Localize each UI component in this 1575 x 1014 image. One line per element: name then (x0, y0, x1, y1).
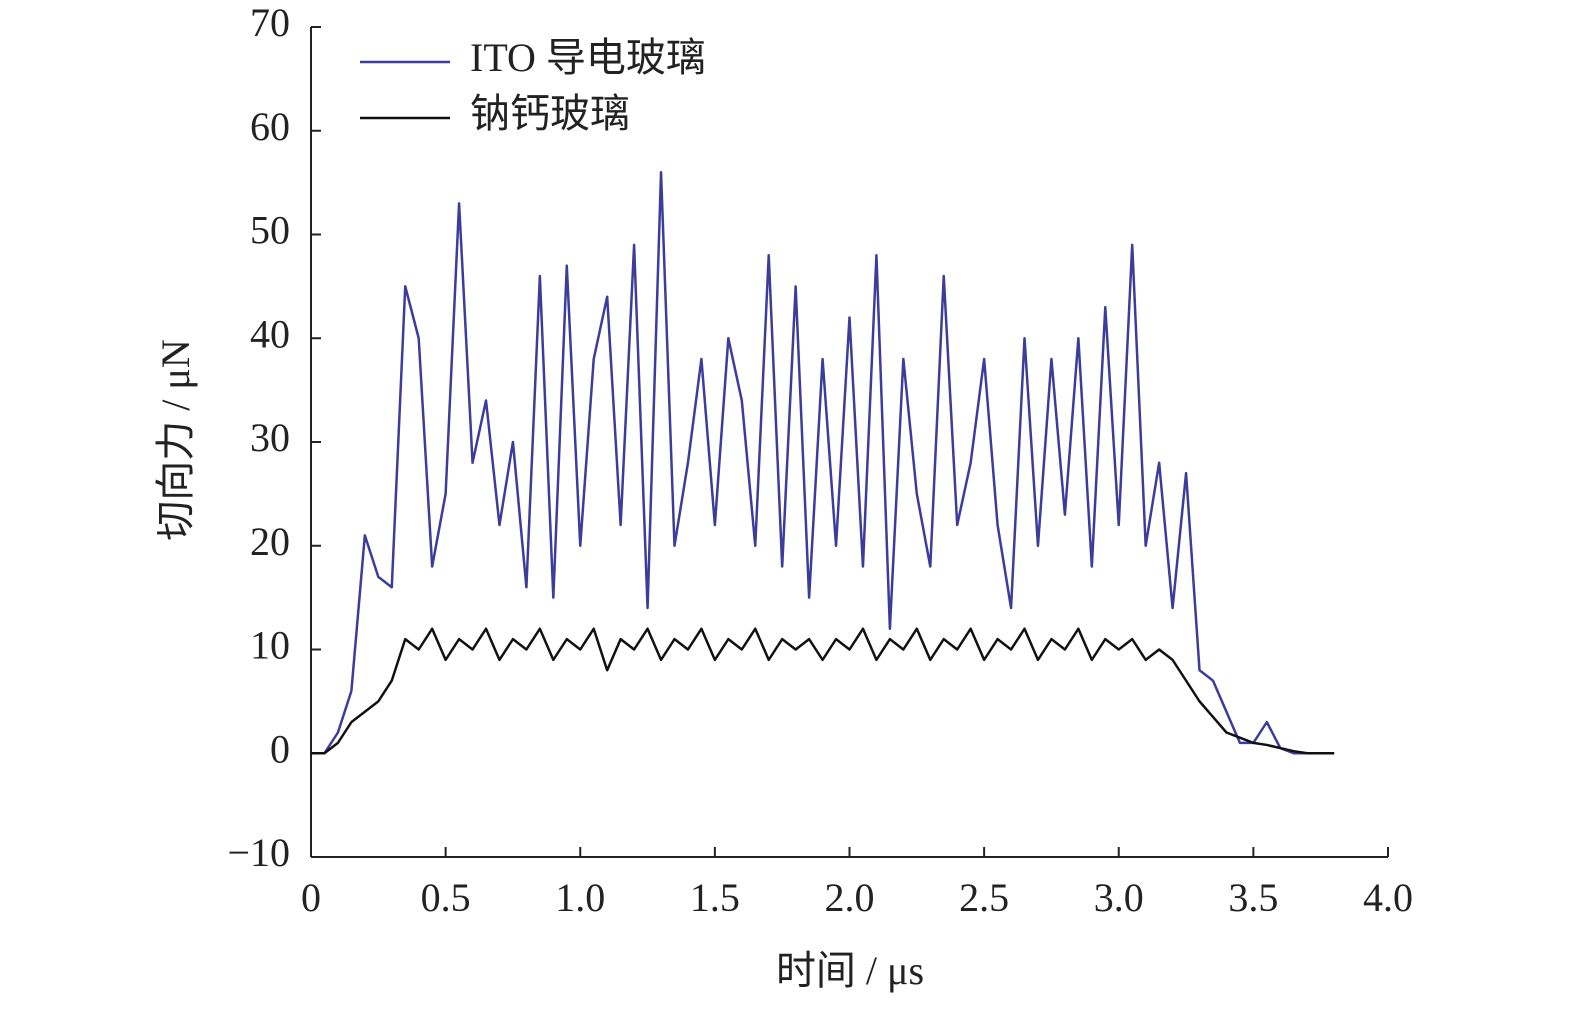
x-tick-label: 0.5 (421, 875, 471, 920)
x-axis-title: 时间 / μs (776, 948, 924, 993)
y-tick-label: 60 (250, 104, 290, 149)
y-tick-label: 70 (250, 0, 290, 45)
x-tick-label: 2.0 (825, 875, 875, 920)
y-axis-title: 切向力 / μN (153, 339, 198, 540)
y-tick-label: 30 (250, 415, 290, 460)
y-tick-label: −10 (227, 830, 290, 875)
y-tick-label: 40 (250, 311, 290, 356)
series-line (311, 171, 1335, 755)
series-line (311, 627, 1335, 755)
x-tick-label: 0 (301, 875, 321, 920)
x-tick-label: 3.0 (1094, 875, 1144, 920)
x-tick-label: 1.5 (690, 875, 740, 920)
x-tick-label: 4.0 (1363, 875, 1413, 920)
legend-label: ITO 导电玻璃 (470, 35, 706, 80)
legend-label: 钠钙玻璃 (470, 91, 630, 136)
y-tick-label: 10 (250, 623, 290, 668)
x-tick-label: 2.5 (959, 875, 1009, 920)
y-tick-label: 20 (250, 519, 290, 564)
x-tick-label: 3.5 (1228, 875, 1278, 920)
y-tick-label: 0 (270, 726, 290, 771)
y-tick-label: 50 (250, 208, 290, 253)
x-tick-label: 1.0 (555, 875, 605, 920)
